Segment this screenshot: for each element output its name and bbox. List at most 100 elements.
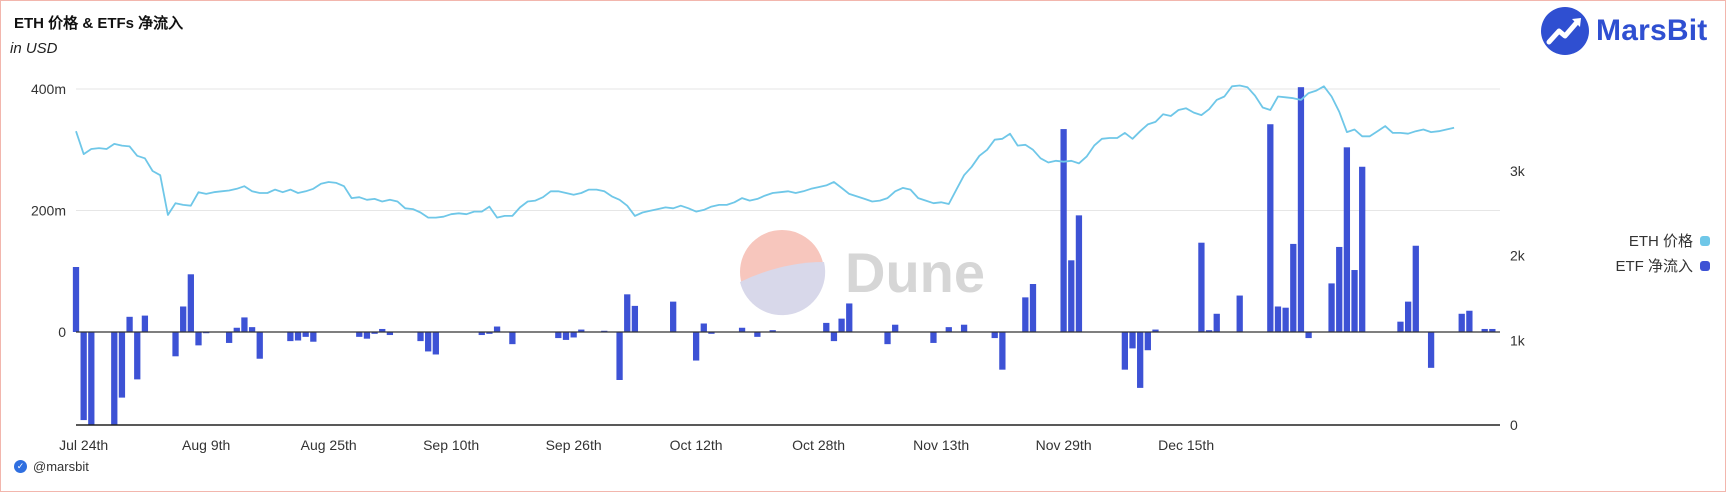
watermark-logo-lower-icon (740, 262, 826, 316)
right-tick-label: 1k (1510, 332, 1526, 348)
legend-swatch (1700, 260, 1710, 271)
x-tick-label: Jul 24th (59, 437, 108, 453)
bar (616, 332, 623, 380)
x-tick-label: Oct 12th (670, 437, 723, 453)
bar (1282, 307, 1289, 332)
brand-logo: MarsBit (1540, 5, 1707, 57)
bar (570, 332, 577, 338)
bar (195, 332, 202, 346)
bar (601, 330, 608, 332)
bar (371, 332, 378, 334)
left-tick-label: 400m (31, 81, 66, 97)
bar (486, 332, 493, 334)
bar (356, 332, 363, 337)
bar (379, 328, 386, 332)
legend-item-etf-flow[interactable]: ETF 净流入 (1570, 253, 1710, 278)
bar (930, 332, 937, 343)
bar (1297, 87, 1305, 333)
bar (180, 306, 187, 332)
bar (302, 332, 309, 337)
x-tick-label: Sep 10th (423, 437, 479, 453)
left-tick-label: 0 (58, 324, 66, 340)
bar (884, 332, 891, 345)
bar (1213, 313, 1220, 332)
bar (700, 323, 707, 332)
x-tick-label: Nov 29th (1036, 437, 1092, 453)
bar (1489, 328, 1496, 332)
bar (287, 332, 294, 342)
bar (310, 332, 317, 342)
right-tick-label: 2k (1510, 248, 1526, 264)
bar (1129, 332, 1136, 349)
bar (72, 267, 80, 332)
footer-handle[interactable]: @marsbit (33, 459, 89, 474)
etf-bars (72, 87, 1496, 425)
legend-label: ETF 净流入 (1615, 258, 1694, 275)
bar (1152, 329, 1159, 332)
verified-check-icon: ✓ (14, 460, 27, 473)
bar (1458, 313, 1465, 332)
axes (76, 331, 1500, 426)
bar (960, 324, 968, 332)
x-tick-label: Sep 26th (546, 437, 602, 453)
watermark-text: Dune (845, 241, 985, 304)
x-tick-label: Aug 9th (182, 437, 230, 453)
bar (708, 332, 715, 334)
bar (80, 332, 87, 421)
bar (1343, 147, 1351, 332)
bar (1336, 246, 1343, 332)
bar (225, 332, 233, 343)
chart-subtitle: in USD (10, 40, 58, 57)
right-tick-label: 3k (1510, 163, 1526, 179)
right-axis-ticks: 0 1k 2k 3k (1510, 163, 1526, 433)
marsbit-logo-icon (1541, 7, 1589, 55)
brand-name: MarsBit (1596, 14, 1708, 47)
footer: ✓ @marsbit (14, 459, 89, 474)
bar (945, 327, 952, 332)
bar (256, 332, 263, 359)
x-axis-ticks: Jul 24th Aug 9th Aug 25th Sep 10th Sep 26th O… (59, 437, 1214, 453)
bar (1466, 310, 1473, 332)
bar (88, 332, 95, 425)
bar (187, 274, 194, 332)
bar (1137, 332, 1144, 388)
x-tick-label: Aug 25th (301, 437, 357, 453)
x-tick-label: Dec 15th (1158, 437, 1214, 453)
bar (111, 332, 118, 425)
bar (134, 332, 141, 380)
bar (493, 326, 501, 332)
bar (1290, 243, 1297, 332)
bar (1205, 330, 1213, 332)
chart-title: ETH 价格 & ETFs 净流入 (14, 15, 184, 32)
bar (118, 332, 126, 398)
legend-label: ETH 价格 (1628, 233, 1693, 250)
bar (578, 329, 585, 332)
bar (172, 332, 179, 357)
legend-item-eth-price[interactable]: ETH 价格 (1570, 228, 1710, 253)
bar (754, 332, 761, 337)
bar (624, 294, 631, 332)
bar (1068, 260, 1075, 332)
bar (830, 332, 838, 342)
bar (1404, 301, 1412, 333)
x-tick-label: Oct 28th (792, 437, 845, 453)
bar (509, 332, 516, 345)
bar (432, 332, 439, 355)
bar (738, 327, 746, 332)
bar (555, 332, 562, 339)
bar (1481, 328, 1488, 332)
bar (1351, 270, 1358, 332)
bar (1022, 297, 1029, 332)
bar (1359, 166, 1366, 332)
bar (1427, 332, 1435, 368)
bar (1267, 124, 1274, 332)
bar (769, 330, 776, 332)
left-tick-label: 200m (31, 203, 66, 219)
bar (1060, 129, 1067, 332)
bar (126, 316, 133, 332)
bar (999, 332, 1006, 370)
bar (363, 332, 371, 339)
bar (631, 305, 639, 332)
dune-watermark: Dune (740, 230, 985, 316)
